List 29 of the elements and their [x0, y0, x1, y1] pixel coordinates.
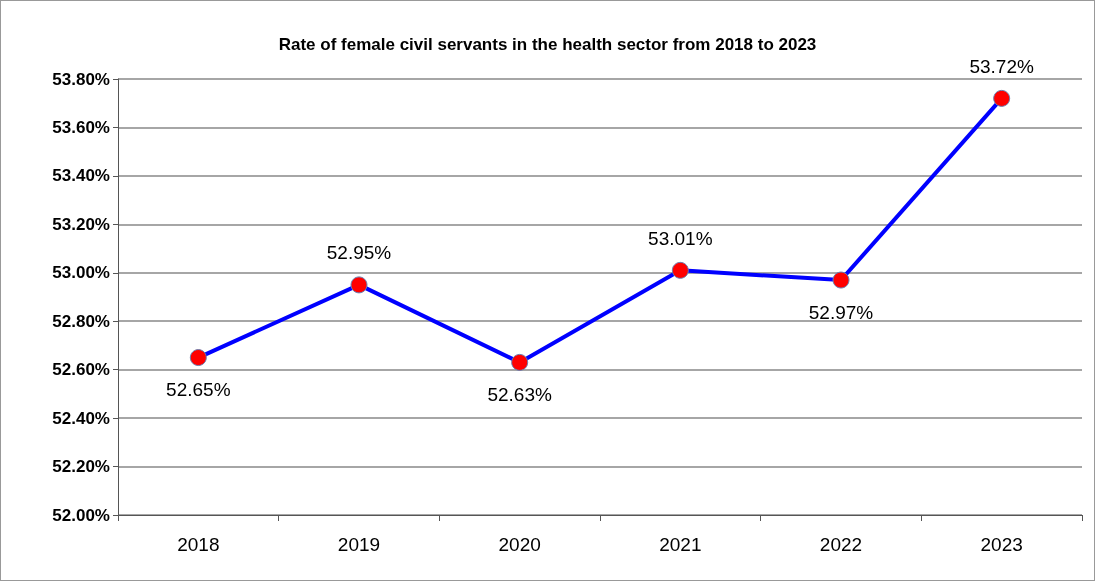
- y-tick-label: 53.00%: [52, 263, 110, 283]
- y-tick-label: 52.60%: [52, 360, 110, 380]
- y-tick-label: 53.60%: [52, 117, 110, 137]
- x-tick-label: 2020: [498, 534, 541, 555]
- point: [350, 276, 368, 294]
- x-tick-label: 2018: [177, 534, 220, 555]
- y-tick-label: 52.40%: [52, 408, 110, 428]
- data-label: 53.72%: [969, 55, 1034, 77]
- y-tick-label: 53.20%: [52, 214, 110, 234]
- chart-title: Rate of female civil servants in the health sector from 2018 to 2023: [278, 35, 817, 54]
- data-label: 52.97%: [808, 301, 874, 323]
- data-label: 52.95%: [326, 242, 392, 264]
- y-tick-label: 52.00%: [52, 505, 110, 525]
- data-label: 53.01%: [648, 227, 713, 249]
- x-tick-label: 2019: [337, 534, 381, 555]
- point: [993, 89, 1011, 107]
- x-tick-label: 2023: [980, 534, 1023, 555]
- point: [511, 353, 529, 371]
- point: [832, 271, 850, 289]
- y-tick-label: 52.20%: [52, 457, 110, 477]
- point: [189, 349, 207, 367]
- y-tick-label: 53.40%: [52, 166, 110, 186]
- y-tick-label: 52.80%: [52, 311, 110, 331]
- y-tick-label: 53.80%: [52, 69, 110, 89]
- data-label: 52.65%: [166, 379, 231, 401]
- x-tick-label: 2021: [659, 534, 702, 555]
- point: [671, 261, 689, 279]
- data-label: 52.63%: [487, 383, 552, 405]
- x-tick-label: 2022: [819, 534, 863, 555]
